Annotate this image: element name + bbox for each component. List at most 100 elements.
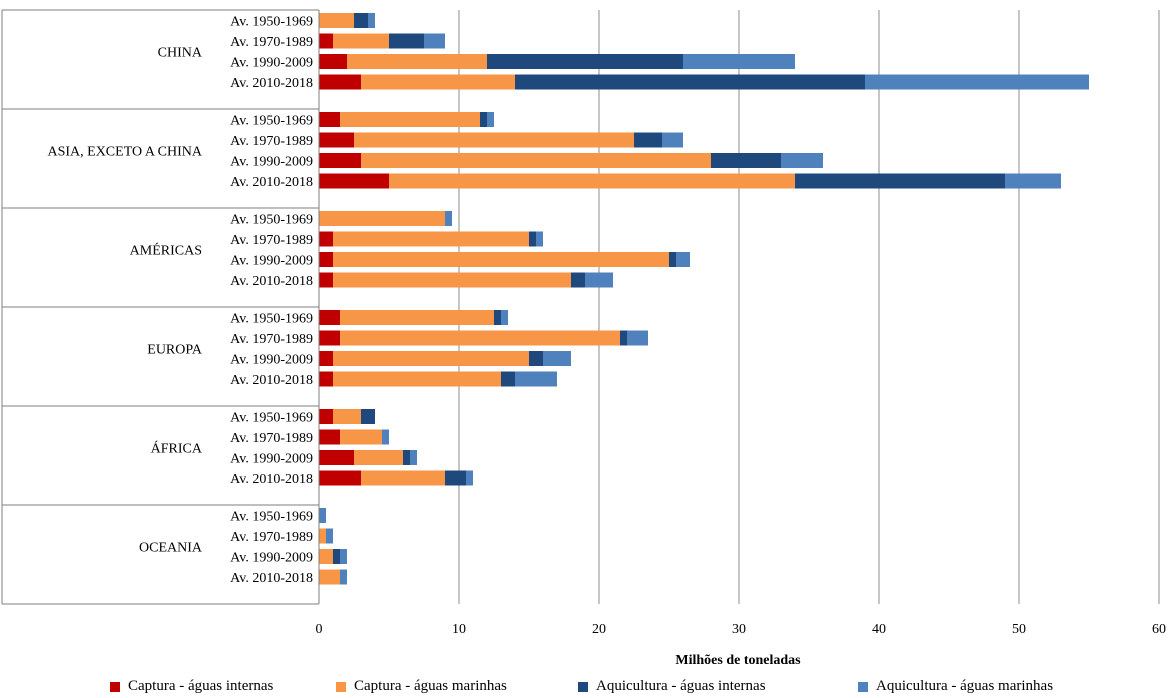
bar-segment <box>676 252 690 267</box>
period-label: Av. 1990-2009 <box>230 353 313 368</box>
period-label: Av. 1950-1969 <box>230 114 313 129</box>
bar-segment <box>333 252 669 267</box>
x-tick-label: 60 <box>1152 622 1166 637</box>
bar-segment <box>445 211 452 226</box>
bar-segment <box>319 351 333 366</box>
bar-segment <box>340 549 347 564</box>
legend-label: Aquicultura - águas marinhas <box>876 678 1054 694</box>
bar-segment <box>662 132 683 148</box>
group-label: AMÉRICAS <box>130 241 202 258</box>
legend-label: Aquicultura - águas internas <box>596 678 766 694</box>
bar-segment <box>543 351 571 366</box>
bar-segment <box>340 330 620 346</box>
period-label: Av. 1970-1989 <box>230 134 313 149</box>
bar-segment <box>333 371 501 387</box>
bar-segment <box>319 211 445 226</box>
bar-segment <box>333 272 571 288</box>
bar-segment <box>410 450 417 465</box>
x-tick-label: 50 <box>1012 622 1026 637</box>
bar-segment <box>361 74 515 90</box>
bar-segment <box>319 272 333 288</box>
bar-segment <box>354 13 368 28</box>
period-label: Av. 1990-2009 <box>230 254 313 269</box>
bar-segment <box>683 54 795 69</box>
bar-segment <box>319 409 333 424</box>
bar-segment <box>340 569 347 585</box>
group-label: ÁFRICA <box>151 439 203 456</box>
gridlines <box>458 10 1160 604</box>
bar-segment <box>529 351 543 366</box>
bar-segment <box>319 112 340 127</box>
bar-segment <box>781 153 823 168</box>
bar-segment <box>333 33 389 49</box>
bars <box>319 13 1089 585</box>
bar-segment <box>354 132 634 148</box>
bar-segment <box>361 153 711 168</box>
x-tick-label: 0 <box>316 622 323 637</box>
bar-segment <box>1005 173 1061 189</box>
bar-segment <box>627 330 648 346</box>
bar-segment <box>389 173 795 189</box>
bar-segment <box>424 33 445 49</box>
bar-segment <box>480 112 487 127</box>
bar-segment <box>319 173 389 189</box>
period-label: Av. 1950-1969 <box>230 213 313 228</box>
bar-segment <box>340 429 382 445</box>
period-label: Av. 2010-2018 <box>230 274 313 289</box>
bar-segment <box>319 153 361 168</box>
chart: Av. 1950-1969 Av. 1970-1989 Av. 1990-2009 A… <box>1 9 1167 668</box>
bar-segment <box>669 252 676 267</box>
bar-segment <box>795 173 1005 189</box>
period-label: Av. 1950-1969 <box>230 510 313 525</box>
bar-segment <box>515 371 557 387</box>
bar-segment <box>319 470 361 486</box>
period-label: Av. 1950-1969 <box>230 15 313 30</box>
group-label: OCEANIA <box>139 540 203 555</box>
x-tick-label: 30 <box>732 622 746 637</box>
legend-item-aquicultura-internas: Aquicultura - águas internas <box>578 678 766 695</box>
legend-swatch <box>858 681 868 692</box>
bar-segment <box>319 569 340 585</box>
period-label: Av. 1950-1969 <box>230 411 313 426</box>
bar-segment <box>326 528 333 544</box>
bar-segment <box>319 508 326 523</box>
x-axis-title: Milhões de toneladas <box>675 653 801 668</box>
period-label: Av. 1970-1989 <box>230 233 313 248</box>
bar-segment <box>319 33 333 49</box>
bar-segment <box>347 54 487 69</box>
bar-segment <box>515 74 865 90</box>
bar-segment <box>354 450 403 465</box>
bar-segment <box>368 13 375 28</box>
bar-segment <box>319 132 354 148</box>
bar-segment <box>536 231 543 247</box>
bar-segment <box>501 371 515 387</box>
period-label: Av. 1990-2009 <box>230 155 313 170</box>
bar-segment <box>333 549 340 564</box>
group-label: CHINA <box>158 45 203 60</box>
period-label: Av. 1990-2009 <box>230 56 313 71</box>
bar-segment <box>389 33 424 49</box>
legend-swatch <box>110 681 120 692</box>
category-labels: Av. 1950-1969 Av. 1970-1989 Av. 1990-2009 A… <box>47 15 313 587</box>
legend-item-captura-marinhas: Captura - águas marinhas <box>336 678 507 695</box>
group-label: ASIA, EXCETO A CHINA <box>47 144 202 159</box>
bar-segment <box>361 470 445 486</box>
axes <box>1 9 320 605</box>
period-label: Av. 2010-2018 <box>230 175 313 190</box>
period-label: Av. 2010-2018 <box>230 571 313 586</box>
legend: Captura - águas internas Captura - águas… <box>0 670 1176 698</box>
period-label: Av. 1950-1969 <box>230 312 313 327</box>
bar-segment <box>319 450 354 465</box>
bar-segment <box>361 409 375 424</box>
bar-segment <box>319 549 333 564</box>
period-label: Av. 2010-2018 <box>230 373 313 388</box>
x-tick-label: 20 <box>592 622 606 637</box>
bar-segment <box>445 470 466 486</box>
x-tick-label: 10 <box>452 622 466 637</box>
period-label: Av. 2010-2018 <box>230 472 313 487</box>
bar-segment <box>333 231 529 247</box>
period-label: Av. 2010-2018 <box>230 76 313 91</box>
bar-segment <box>487 112 494 127</box>
x-tick-labels: 0 10 20 30 40 50 60 <box>316 622 1167 637</box>
bar-segment <box>319 429 340 445</box>
